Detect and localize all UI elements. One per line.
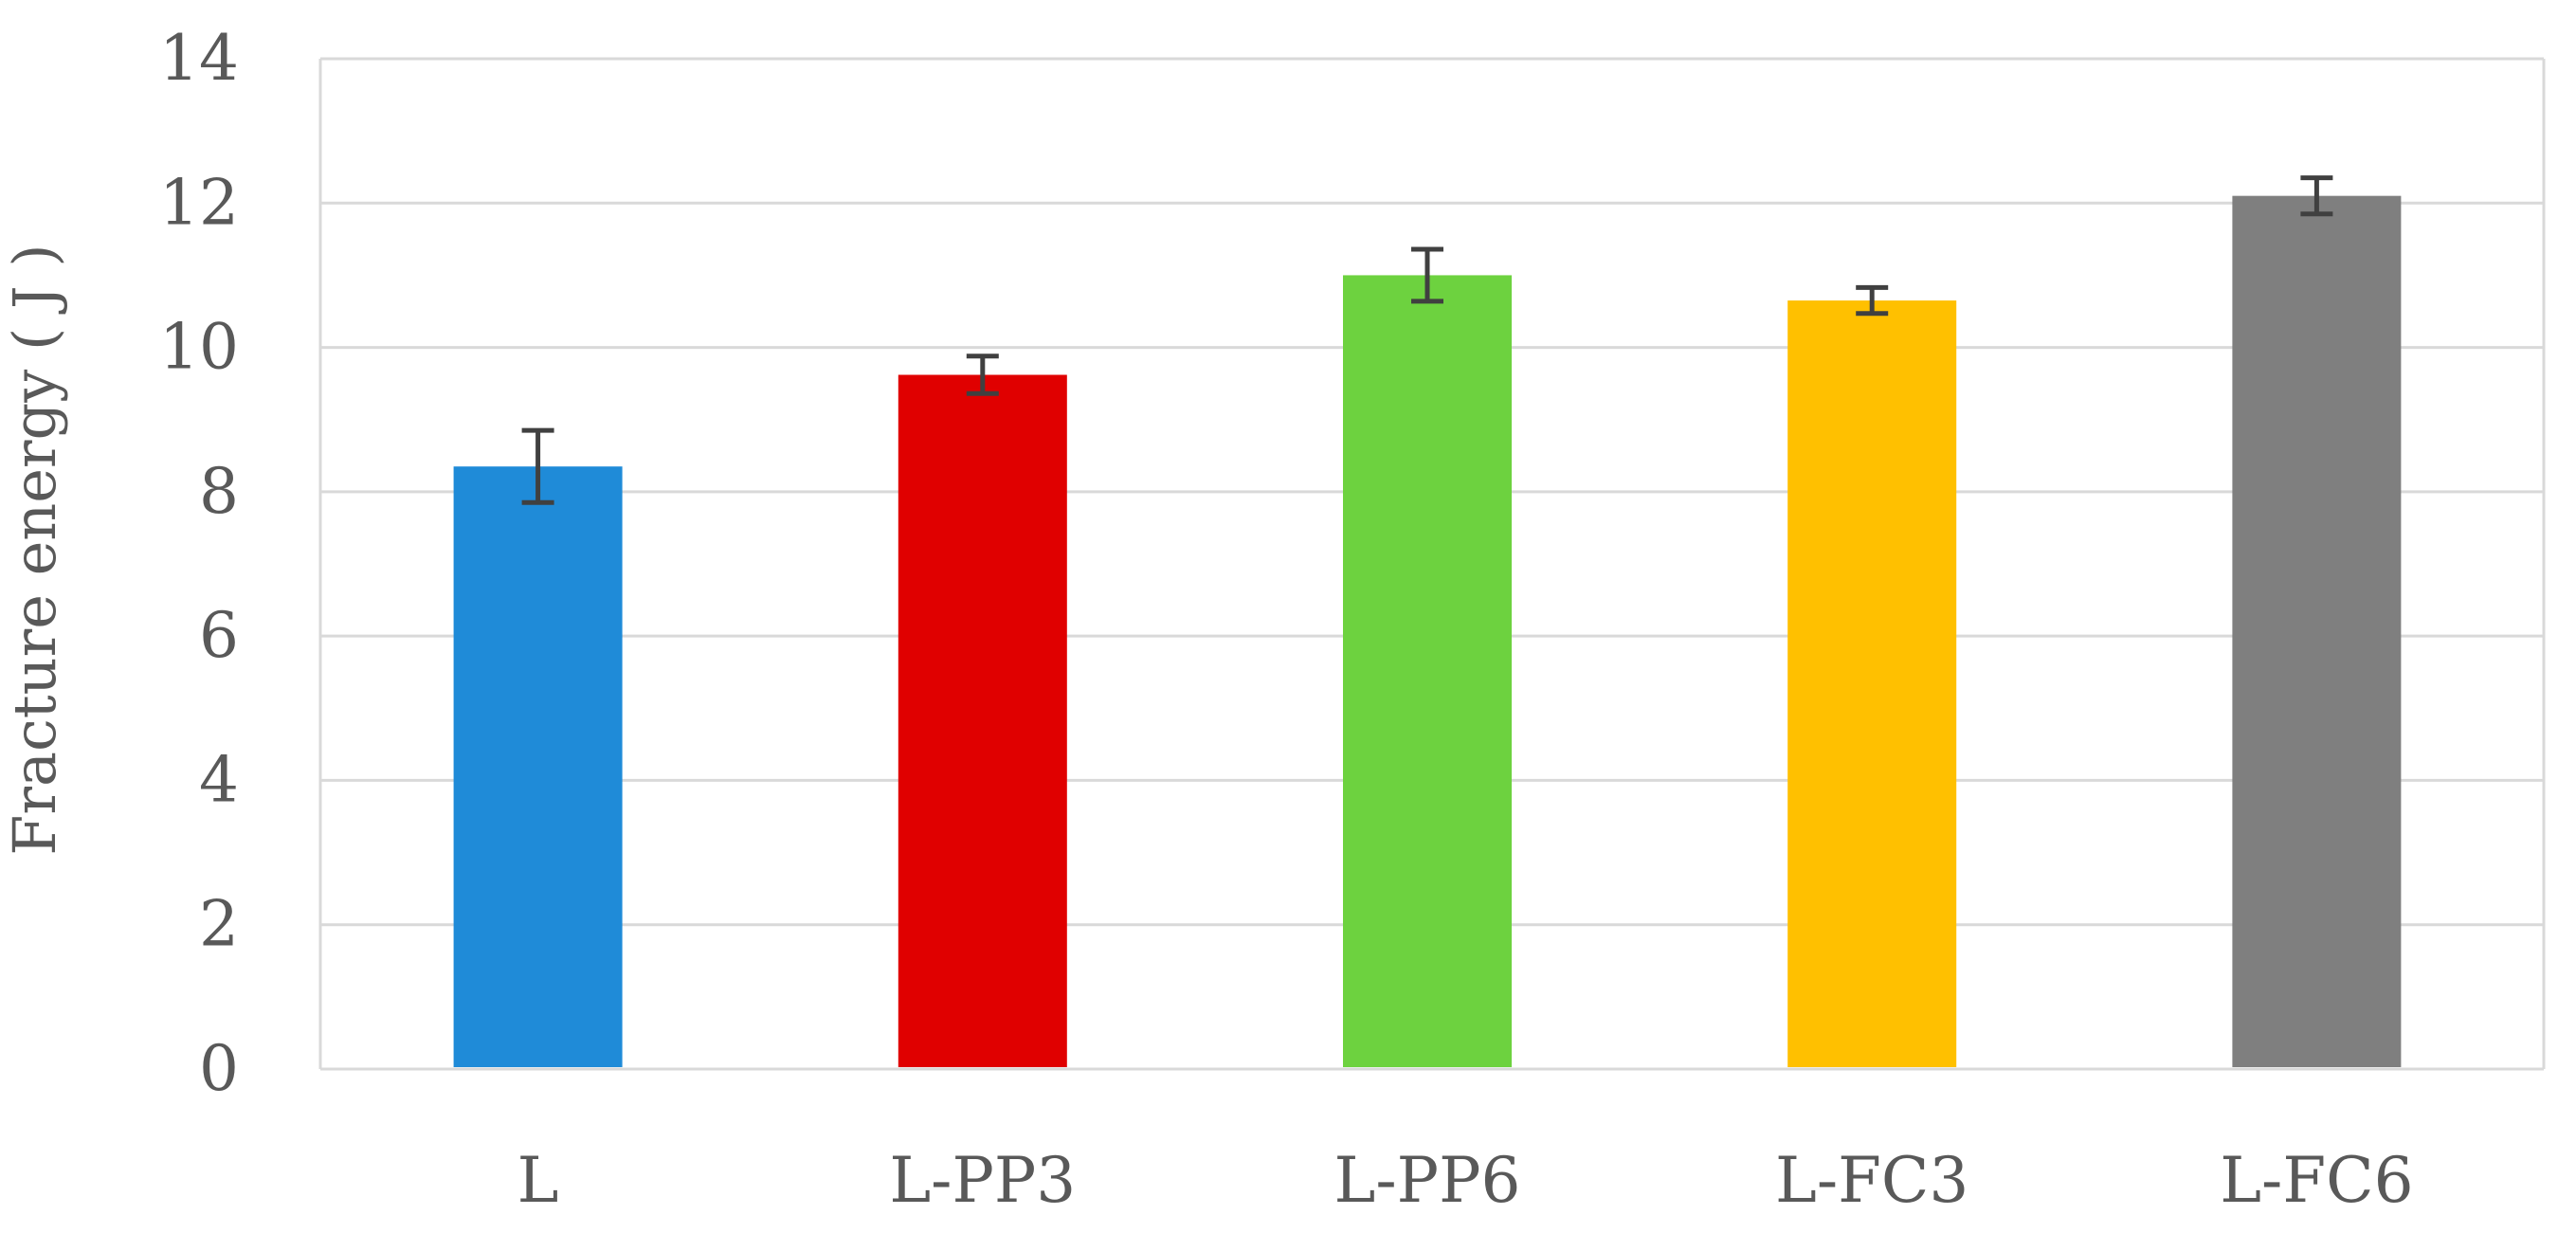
- x-tick-label: L-PP3: [889, 1144, 1076, 1217]
- y-tick-label: 12: [159, 166, 239, 239]
- bar-l-fc3: [1787, 300, 1957, 1067]
- x-tick-label: L-FC6: [2220, 1144, 2413, 1217]
- y-tick-label: 10: [159, 311, 239, 384]
- error-bar-l-fc6: [2300, 175, 2333, 217]
- x-tick-labels: L L-PP3 L-PP6 L-FC3 L-FC6: [517, 1144, 2414, 1217]
- bar-l-pp3: [898, 374, 1067, 1067]
- error-bar-l-fc3: [1856, 284, 1889, 317]
- x-tick-label: L-PP6: [1334, 1144, 1521, 1217]
- error-bars: [521, 175, 2333, 505]
- error-bar-l: [521, 427, 554, 505]
- bar-l-pp6: [1343, 275, 1512, 1067]
- y-tick-label: 0: [199, 1032, 239, 1105]
- y-tick-label: 4: [199, 743, 239, 816]
- x-tick-label: L-FC3: [1775, 1144, 1968, 1217]
- y-tick-label: 14: [159, 22, 239, 95]
- error-bar-l-pp6: [1411, 246, 1443, 304]
- y-axis-title: Fracture energy ( J ): [0, 244, 69, 855]
- bars: [453, 195, 2402, 1067]
- x-tick-label: L: [517, 1144, 559, 1217]
- y-tick-label: 8: [199, 455, 239, 528]
- y-tick-label: 2: [199, 888, 239, 961]
- bar-l-fc6: [2232, 195, 2402, 1067]
- error-bar-l-pp3: [966, 354, 999, 396]
- y-tick-label: 6: [199, 599, 239, 672]
- y-tick-labels: 0 2 4 6 8 10 12 14: [159, 22, 239, 1105]
- bar-l: [453, 466, 623, 1067]
